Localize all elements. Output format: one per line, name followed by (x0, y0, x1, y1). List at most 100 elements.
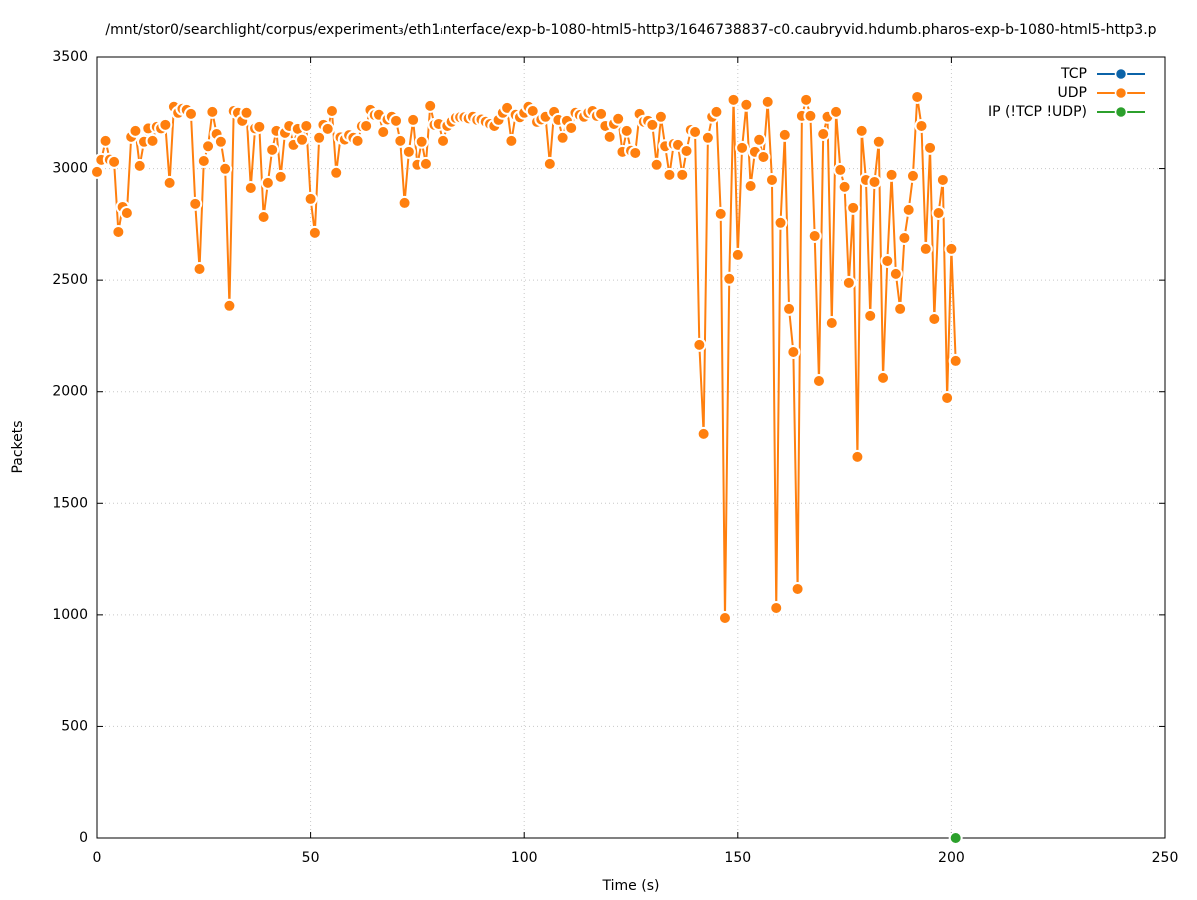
data-point (897, 230, 912, 245)
data-point (504, 133, 519, 148)
data-point (128, 123, 143, 138)
data-point (910, 89, 925, 104)
data-point (679, 143, 694, 158)
y-tick-label: 0 (79, 830, 88, 846)
data-point (901, 202, 916, 217)
data-point (265, 142, 280, 157)
data-point (773, 215, 788, 230)
data-point (389, 113, 404, 128)
data-point (619, 123, 634, 138)
data-point (816, 126, 831, 141)
data-point (837, 179, 852, 194)
data-point (628, 145, 643, 160)
data-point (760, 94, 775, 109)
data-point (923, 140, 938, 155)
x-tick-label: 50 (302, 850, 320, 866)
data-point (145, 133, 160, 148)
data-point (811, 374, 826, 389)
y-tick-label: 1500 (52, 495, 88, 511)
data-point (303, 191, 318, 206)
data-point (824, 315, 839, 330)
data-point (645, 117, 660, 132)
data-point (295, 132, 310, 147)
data-point (653, 109, 668, 124)
data-point (688, 124, 703, 139)
data-point (726, 92, 741, 107)
x-tick-label: 250 (1152, 850, 1179, 866)
data-point (205, 104, 220, 119)
data-point (709, 104, 724, 119)
data-point (107, 154, 122, 169)
data-point (944, 241, 959, 256)
data-point (401, 144, 416, 159)
data-point (756, 149, 771, 164)
data-point (722, 271, 737, 286)
data-point (324, 104, 339, 119)
data-point (564, 120, 579, 135)
x-tick-label: 200 (938, 850, 965, 866)
data-point (829, 104, 844, 119)
data-point (888, 266, 903, 281)
legend-label: UDP (1058, 85, 1087, 101)
data-point (935, 172, 950, 187)
y-tick-label: 500 (61, 718, 88, 734)
data-point (850, 449, 865, 464)
y-tick-label: 2500 (52, 272, 88, 288)
data-point (914, 118, 929, 133)
data-point (790, 581, 805, 596)
data-point (871, 134, 886, 149)
data-point (132, 158, 147, 173)
data-point (717, 610, 732, 625)
data-point (406, 112, 421, 127)
data-point (329, 165, 344, 180)
y-tick-label: 3500 (52, 49, 88, 65)
data-point (948, 353, 963, 368)
data-point (188, 196, 203, 211)
data-point (299, 118, 314, 133)
data-point (769, 600, 784, 615)
data-point (542, 156, 557, 171)
data-point (764, 172, 779, 187)
data-point (880, 253, 895, 268)
data-point (735, 140, 750, 155)
data-point (833, 162, 848, 177)
data-point (649, 157, 664, 172)
y-tick-label: 2000 (52, 384, 88, 400)
data-point (183, 106, 198, 121)
y-axis-label: Packets (10, 420, 26, 473)
data-point (799, 92, 814, 107)
data-point (239, 105, 254, 120)
data-point (98, 133, 113, 148)
data-point (696, 426, 711, 441)
data-point (931, 205, 946, 220)
data-point (662, 167, 677, 182)
data-point (752, 132, 767, 147)
data-point (743, 178, 758, 193)
data-point (854, 123, 869, 138)
data-point (359, 118, 374, 133)
data-point (162, 175, 177, 190)
chart-title: /mnt/stor0/searchlight/corpus/experiment… (105, 22, 1156, 38)
data-point (905, 168, 920, 183)
data-point (414, 134, 429, 149)
data-point (252, 119, 267, 134)
data-point (192, 261, 207, 276)
legend-label: TCP (1060, 66, 1087, 82)
y-tick-label: 1000 (52, 607, 88, 623)
data-point (90, 164, 104, 179)
data-point (739, 97, 754, 112)
data-point (927, 311, 942, 326)
data-point (803, 108, 818, 123)
data-point (307, 225, 322, 240)
data-point (273, 169, 288, 184)
data-point (243, 180, 258, 195)
data-point (884, 167, 899, 182)
data-point (777, 127, 792, 142)
data-point (918, 241, 933, 256)
data-point (786, 344, 801, 359)
data-point (700, 130, 715, 145)
data-point (350, 133, 365, 148)
data-point (201, 139, 216, 154)
